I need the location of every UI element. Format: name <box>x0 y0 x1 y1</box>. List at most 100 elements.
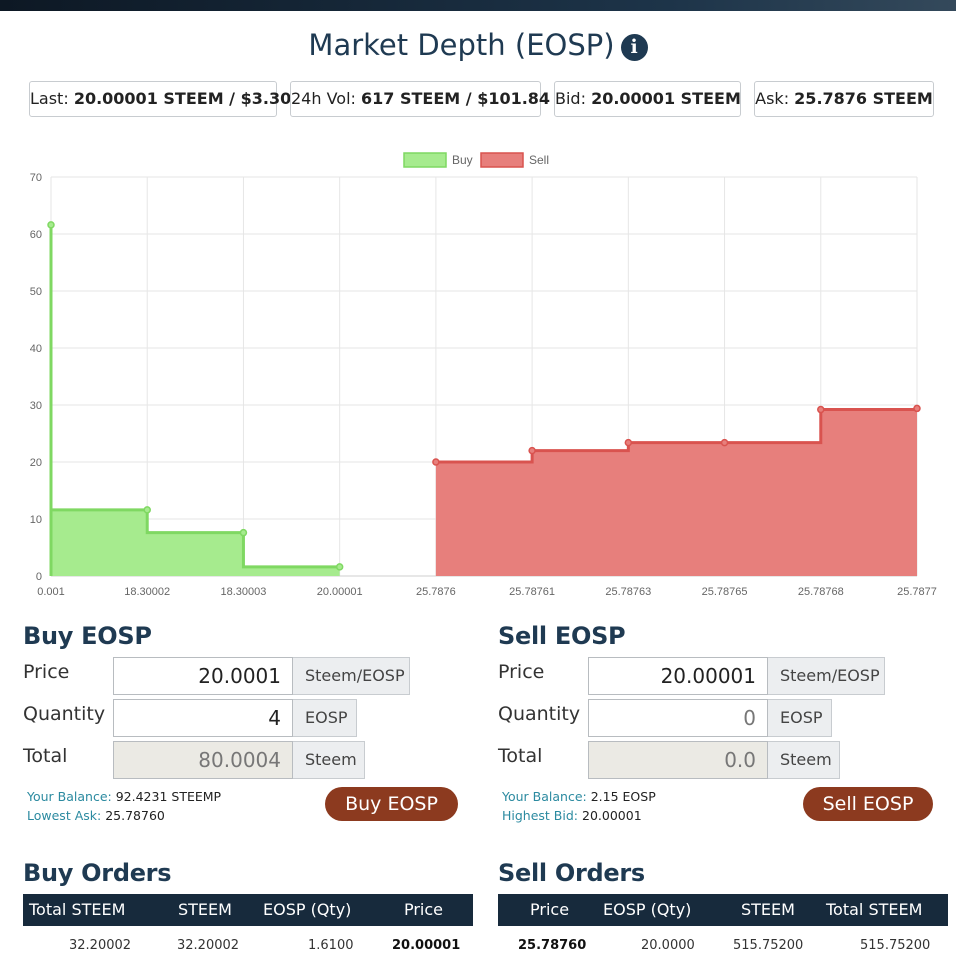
page-title: Market Depth (EOSP) i <box>0 28 956 62</box>
buy-quantity-input[interactable] <box>113 699 293 737</box>
x-tick-label: 20.00001 <box>317 586 363 598</box>
buy-balance-label: Your Balance: <box>27 789 112 804</box>
y-tick-label: 50 <box>30 286 42 298</box>
x-tick-label: 25.78761 <box>509 586 555 598</box>
buy-form-title: Buy EOSP <box>23 622 152 650</box>
buy-total-unit: Steem <box>293 741 365 779</box>
top-bar <box>0 0 956 11</box>
sell-form-title: Sell EOSP <box>498 622 626 650</box>
sell-area <box>435 408 917 576</box>
ask-label: Ask: <box>755 89 790 108</box>
bid-label: Bid: <box>555 89 586 108</box>
market-depth-chart: 0 10 20 30 40 50 60 70 0.001 18.30002 18.30003 20.0… <box>30 152 937 598</box>
sell-balance-label: Your Balance: <box>502 789 587 804</box>
sell-price-input[interactable] <box>588 657 768 695</box>
buy-orders-col-price[interactable]: Price <box>403 900 443 919</box>
buy-row-qty: 1.6100 <box>308 938 354 953</box>
table-row[interactable]: 32.20002 32.20002 1.6100 20.00001 <box>23 930 473 961</box>
highest-bid-value: 20.00001 <box>582 808 642 823</box>
buy-row-total: 32.20002 <box>69 938 132 953</box>
x-tick-label: 25.7877 <box>897 586 937 598</box>
last-price-stat: Last: 20.00001 STEEM / $3.30 <box>29 81 291 117</box>
sell-orders-col-total[interactable]: Total STEEM <box>826 900 923 919</box>
sell-row-total: 515.75200 <box>860 938 931 953</box>
x-tick-label: 18.30003 <box>220 586 266 598</box>
last-value: 20.00001 STEEM / $3.30 <box>73 89 292 108</box>
sell-point <box>913 404 921 413</box>
x-tick-label: 25.78768 <box>798 586 844 598</box>
sell-total-label: Total <box>498 745 543 767</box>
sell-quantity-unit: EOSP <box>768 699 832 737</box>
buy-button[interactable]: Buy EOSP <box>325 787 458 821</box>
buy-quantity-label: Quantity <box>23 703 106 725</box>
last-label: Last: <box>30 89 69 108</box>
volume-stat: 24h Vol: 617 STEEM / $101.84 <box>290 81 550 117</box>
sell-orders-title: Sell Orders <box>498 859 645 887</box>
lowest-ask-value: 25.78760 <box>105 808 165 823</box>
buy-point <box>143 506 151 514</box>
y-tick-label: 20 <box>30 457 42 469</box>
buy-area <box>51 224 340 576</box>
sell-point <box>528 446 536 455</box>
x-tick-label: 25.78765 <box>702 586 748 598</box>
ask-stat: Ask: 25.7876 STEEM <box>754 81 934 117</box>
buy-orders-col-qty[interactable]: EOSP (Qty) <box>263 900 352 919</box>
legend-buy-label: Buy <box>452 153 473 167</box>
sell-button[interactable]: Sell EOSP <box>803 787 933 821</box>
buy-price-label: Price <box>23 661 70 683</box>
legend-sell-label: Sell <box>529 153 549 167</box>
buy-balance-info: Your Balance: 92.4231 STEEMP <box>27 789 221 804</box>
sell-quantity-input[interactable] <box>588 699 768 737</box>
sell-balance-info: Your Balance: 2.15 EOSP <box>502 789 656 804</box>
table-row[interactable]: 25.78760 20.0000 515.75200 515.75200 <box>498 930 948 961</box>
sell-line <box>435 408 919 464</box>
highest-bid-label[interactable]: Highest Bid: <box>502 808 579 823</box>
lowest-ask-info: Lowest Ask: 25.78760 <box>27 808 165 823</box>
sell-orders-col-steem[interactable]: STEEM <box>741 900 795 919</box>
sell-total-input[interactable] <box>588 741 768 779</box>
sell-point <box>817 405 825 414</box>
y-tick-label: 0 <box>36 571 42 583</box>
sell-row-qty: 20.0000 <box>641 938 695 953</box>
y-tick-label: 10 <box>30 514 42 526</box>
buy-balance-value: 92.4231 STEEMP <box>115 789 222 804</box>
sell-orders-col-price[interactable]: Price <box>530 900 570 919</box>
sell-price-label: Price <box>498 661 545 683</box>
buy-total-label: Total <box>23 745 68 767</box>
bid-stat: Bid: 20.00001 STEEM <box>554 81 741 117</box>
sell-point <box>720 438 729 447</box>
buy-orders-title: Buy Orders <box>23 859 172 887</box>
buy-row-steem: 32.20002 <box>177 938 240 953</box>
buy-price-input[interactable] <box>113 657 293 695</box>
legend-buy-swatch <box>403 152 447 168</box>
legend-sell-swatch <box>480 152 524 168</box>
buy-point <box>239 528 248 537</box>
buy-line <box>49 224 340 576</box>
lowest-ask-label[interactable]: Lowest Ask: <box>27 808 102 823</box>
buy-price-unit: Steem/EOSP <box>293 657 410 695</box>
buy-point <box>335 563 344 571</box>
buy-orders-header: Total STEEM STEEM EOSP (Qty) Price <box>23 894 473 926</box>
buy-point <box>47 221 55 229</box>
y-tick-label: 70 <box>30 172 42 184</box>
info-icon[interactable]: i <box>620 34 648 61</box>
ask-value: 25.7876 STEEM <box>794 89 933 108</box>
buy-orders-col-steem[interactable]: STEEM <box>178 900 232 919</box>
volume-label: 24h Vol: <box>291 89 356 108</box>
highest-bid-info: Highest Bid: 20.00001 <box>502 808 642 823</box>
x-tick-label: 25.7876 <box>416 586 456 598</box>
sell-row-price: 25.78760 <box>518 938 587 953</box>
sell-row-steem: 515.75200 <box>733 938 804 953</box>
y-tick-label: 30 <box>30 400 42 412</box>
sell-quantity-label: Quantity <box>498 703 581 725</box>
sell-balance-value: 2.15 EOSP <box>590 789 656 804</box>
buy-orders-col-total[interactable]: Total STEEM <box>29 900 126 919</box>
buy-total-input[interactable] <box>113 741 293 779</box>
x-tick-label: 18.30002 <box>124 586 170 598</box>
buy-quantity-unit: EOSP <box>293 699 357 737</box>
sell-orders-header: Price EOSP (Qty) STEEM Total STEEM <box>498 894 948 926</box>
page-title-text: Market Depth (EOSP) <box>308 28 615 62</box>
y-tick-label: 60 <box>30 229 42 241</box>
x-tick-label: 0.001 <box>37 586 65 598</box>
sell-orders-col-qty[interactable]: EOSP (Qty) <box>603 900 692 919</box>
